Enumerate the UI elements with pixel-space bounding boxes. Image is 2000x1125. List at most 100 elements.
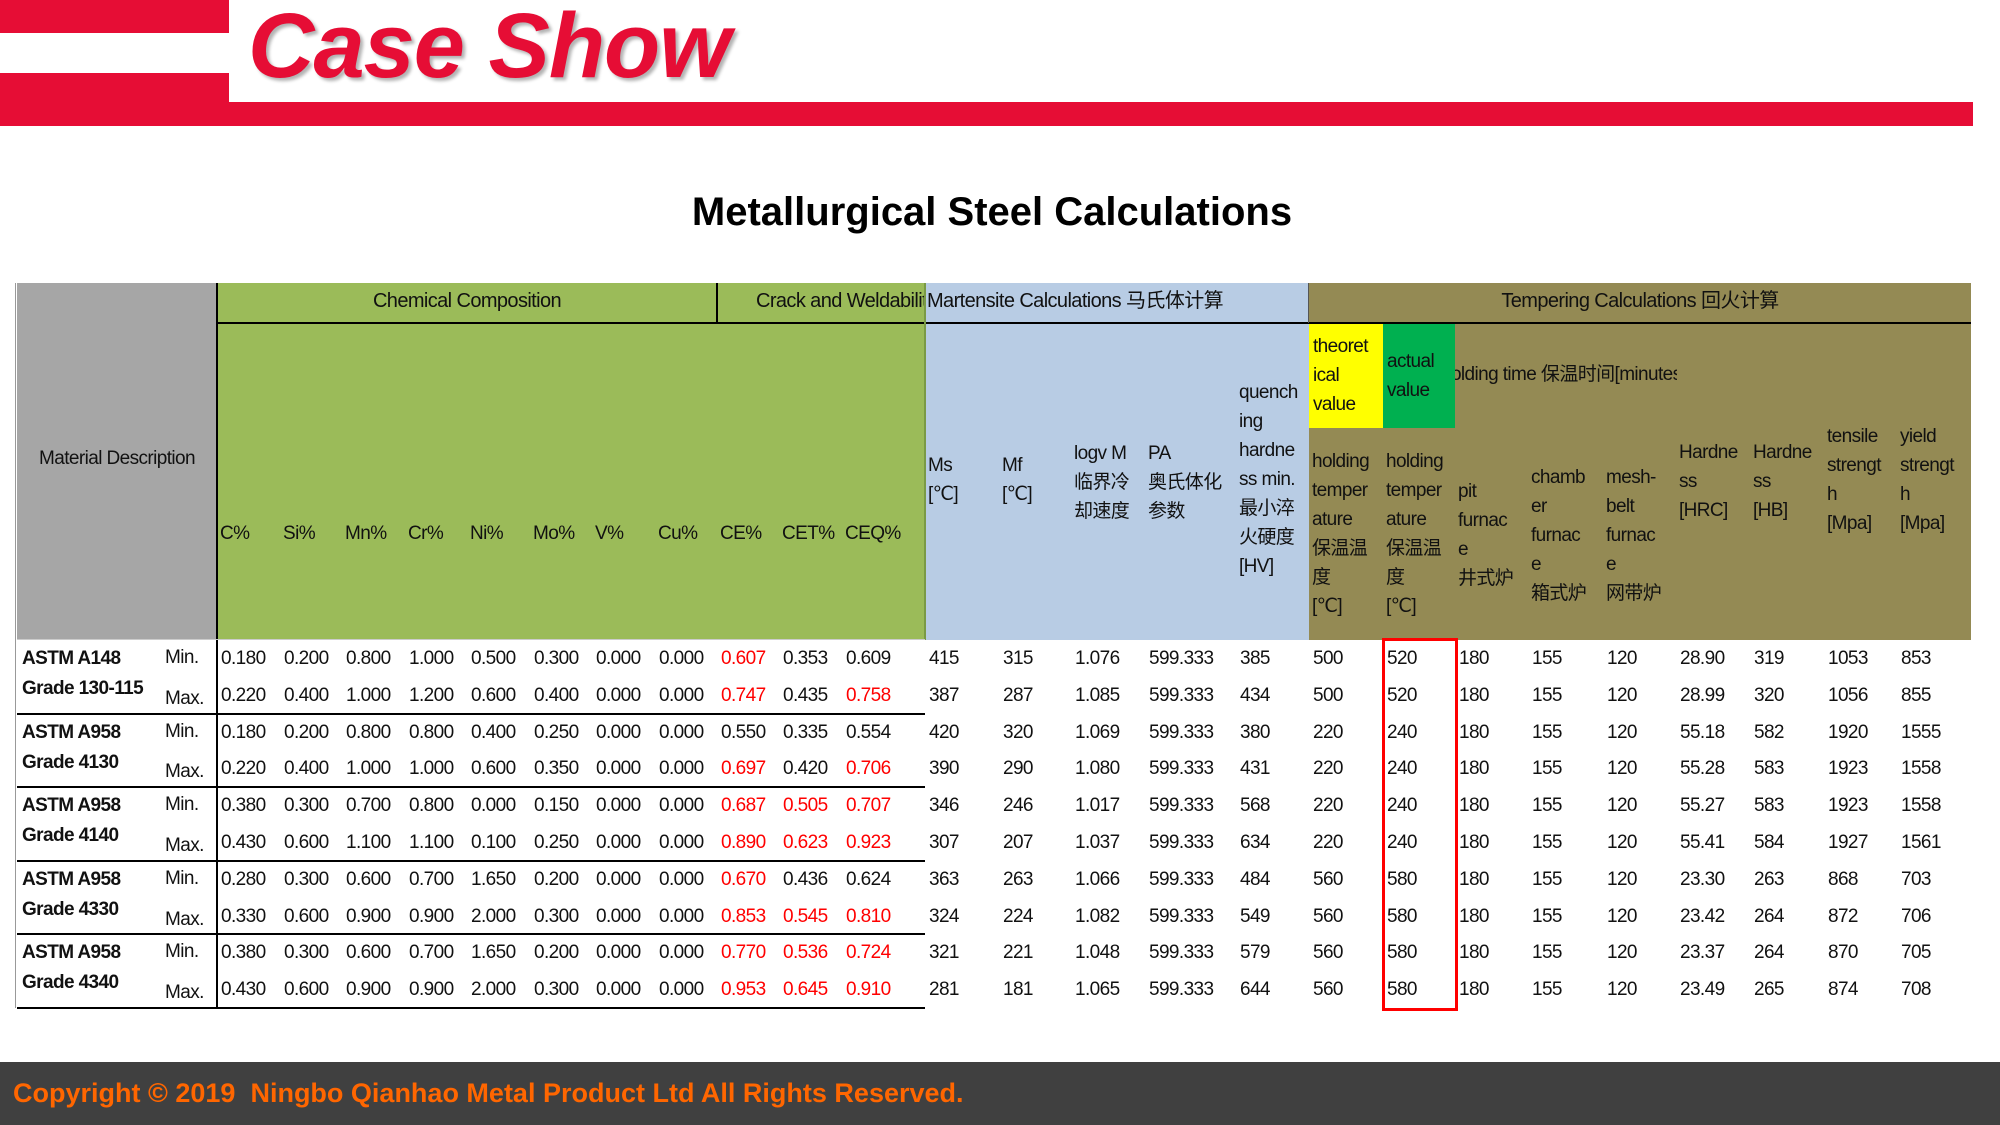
table-top-border [17,639,925,640]
column-header: Hardne ss [HB] [1753,442,1812,521]
tempering-header: Tempering Calculations 回火计算 [1501,290,1779,312]
table-cell: 0.430 [221,832,266,853]
table-cell: 55.27 [1680,795,1725,817]
table-cell: 583 [1754,795,1785,817]
table-cell: 0.300 [284,868,329,890]
table-cell: 321 [929,942,960,964]
table-cell: 180 [1459,979,1490,1001]
table-cell: 0.607 [721,648,766,669]
table-cell: 0.000 [659,648,704,669]
crack-weldability-header: Crack and Weldability [756,290,925,312]
material-grade: Grade 130-115 [22,678,144,699]
table-cell: 0.810 [846,905,891,927]
table-cell: 599.333 [1149,795,1214,817]
table-cell: 1.000 [409,758,454,780]
group-divider [17,1007,925,1009]
martensite-divider [924,283,926,640]
row-label: Max. [165,982,204,1004]
table-cell: 0.923 [846,832,891,853]
table-cell: 1056 [1828,684,1868,706]
table-cell: 0.890 [721,832,766,853]
material-grade: Grade 4140 [22,825,119,847]
table-cell: 180 [1459,832,1490,853]
table-cell: 181 [1003,979,1034,1001]
material-name: ASTM A958 [22,721,121,743]
table-cell: 1.048 [1075,942,1120,964]
table-cell: 434 [1240,684,1271,706]
actual-value-highlight-box [1382,638,1458,1011]
table-cell: 0.200 [284,721,329,743]
table-cell: 644 [1240,979,1271,1001]
table-cell: 0.000 [596,832,641,853]
table-cell: 1927 [1828,832,1868,853]
table-cell: 0.600 [284,905,329,927]
table-cell: 180 [1459,795,1490,817]
column-header: PA 奥氏体化 参数 [1148,443,1222,522]
table-cell: 1.200 [409,684,454,706]
table-cell: 0.500 [471,648,516,669]
table-cell: 0.800 [409,795,454,817]
row-label: Max. [165,908,204,930]
column-header: Mn% [345,523,387,544]
table-cell: 705 [1901,942,1932,964]
table-cell: 0.200 [534,942,579,964]
row-label: Min. [165,720,199,742]
column-header: chamb er furnac e 箱式炉 [1531,467,1587,604]
header-divider [217,322,1971,324]
table-cell: 120 [1607,648,1638,669]
table-cell: 0.700 [409,942,454,964]
table-cell: 0.706 [846,758,891,780]
table-cell: 0.687 [721,795,766,817]
table-cell: 560 [1313,979,1344,1001]
group-divider [17,712,925,715]
table-cell: 0.350 [534,758,579,780]
table-cell: 120 [1607,684,1638,706]
table-cell: 180 [1459,684,1490,706]
table-cell: 0.550 [721,721,766,743]
table-cell: 0.697 [721,758,766,780]
table-cell: 0.300 [284,795,329,817]
table-cell: 599.333 [1149,721,1214,743]
table-cell: 390 [929,758,960,780]
logo-stripe [0,0,229,33]
table-cell: 220 [1313,795,1344,817]
column-header: holding temper ature 保温温 度 [℃] [1312,451,1370,617]
table-cell: 1.000 [346,758,391,780]
table-cell: 0.600 [284,979,329,1001]
table-cell: 55.28 [1680,758,1725,780]
table-cell: 0.900 [346,979,391,1001]
table-cell: 1923 [1828,795,1868,817]
table-cell: 0.600 [471,684,516,706]
table-cell: 263 [1003,868,1034,890]
header-bar [0,102,1973,126]
column-header: Si% [283,523,316,544]
table-cell: 1.650 [471,942,516,964]
table-cell: 23.30 [1680,868,1725,890]
table-cell: 1.076 [1075,648,1120,669]
material-description-header: Material Description [39,448,196,469]
table-cell: 0.380 [221,795,266,817]
table-cell: 568 [1240,795,1271,817]
table-cell: 0.770 [721,942,766,964]
table-cell: 415 [929,648,960,669]
table-cell: 2.000 [471,905,516,927]
table-cell: 180 [1459,721,1490,743]
martensite-header: Martensite Calculations 马氏体计算 [927,290,1224,312]
column-header: tensile strengt h [Mpa] [1827,426,1881,534]
table-cell: 155 [1532,721,1563,743]
table-cell: 0.609 [846,648,891,669]
table-cell: 0.300 [534,648,579,669]
column-header: Mf [℃] [1002,455,1033,505]
table-cell: 287 [1003,684,1034,706]
table-cell: 0.645 [783,979,828,1001]
table-cell: 599.333 [1149,942,1214,964]
table-cell: 224 [1003,905,1034,927]
table-cell: 0.180 [221,648,266,669]
table-cell: 708 [1901,979,1932,1001]
table-cell: 0.624 [846,868,891,890]
table-cell: 363 [929,868,960,890]
table-cell: 155 [1532,905,1563,927]
table-cell: 1.066 [1075,868,1120,890]
table-cell: 599.333 [1149,868,1214,890]
column-header: CEQ% [845,523,901,544]
